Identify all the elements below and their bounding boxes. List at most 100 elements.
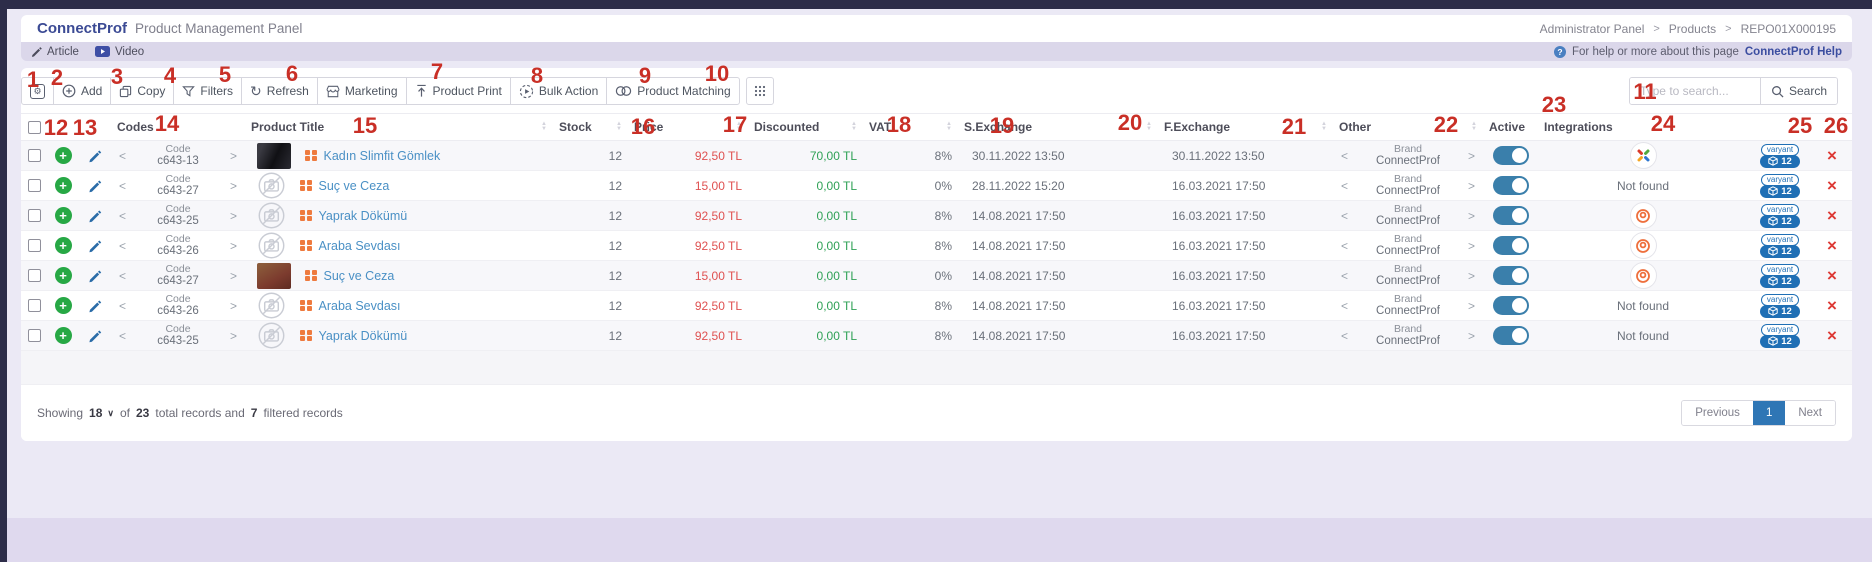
variant-count-badge[interactable]: 12 [1760, 154, 1800, 168]
variant-grid-icon[interactable] [300, 299, 312, 312]
delete-button[interactable] [1827, 177, 1837, 194]
chevron-right-icon[interactable] [1466, 269, 1477, 283]
variant-badge[interactable]: varyant [1760, 233, 1800, 246]
variant-badge[interactable]: varyant [1760, 293, 1800, 306]
variant-badge[interactable]: varyant [1760, 143, 1800, 156]
sort-icon[interactable] [1321, 122, 1327, 132]
row-checkbox[interactable] [27, 149, 41, 162]
bulk-action-button[interactable]: Bulk Action [509, 77, 608, 105]
chevron-right-icon[interactable] [228, 179, 239, 193]
sort-icon[interactable] [946, 122, 952, 132]
marketing-button[interactable]: Marketing [316, 77, 407, 105]
product-matching-button[interactable]: Product Matching [606, 77, 740, 105]
column-header-product-title[interactable]: Product Title [245, 114, 553, 140]
edit-pencil-icon[interactable] [88, 239, 102, 253]
variant-badge[interactable]: varyant [1760, 173, 1800, 186]
column-header-s-exchange[interactable]: S.Exchange [958, 114, 1158, 140]
chevron-left-icon[interactable] [117, 209, 128, 223]
row-checkbox[interactable] [27, 299, 41, 312]
search-input[interactable] [1629, 78, 1760, 104]
product-title-link[interactable]: Araba Sevdası [318, 298, 401, 313]
active-toggle[interactable] [1492, 326, 1529, 345]
chevron-right-icon[interactable] [228, 329, 239, 343]
columns-grid-button[interactable] [745, 77, 774, 105]
chevron-right-icon[interactable] [1466, 209, 1477, 223]
pagination-previous[interactable]: Previous [1682, 401, 1753, 425]
chevron-left-icon[interactable] [1339, 209, 1350, 223]
add-variant-icon[interactable] [54, 207, 72, 224]
add-variant-icon[interactable] [54, 297, 72, 314]
edit-pencil-icon[interactable] [88, 179, 102, 193]
integration-swirl-icon[interactable] [1629, 232, 1657, 259]
chevron-right-icon[interactable] [228, 299, 239, 313]
column-header-vat[interactable]: VAT [863, 114, 958, 140]
chevron-right-icon[interactable] [1466, 299, 1477, 313]
product-title-link[interactable]: Yaprak Dökümü [318, 328, 408, 343]
integration-swirl-icon[interactable] [1629, 202, 1657, 229]
active-toggle[interactable] [1492, 146, 1529, 165]
product-title-link[interactable]: Araba Sevdası [318, 238, 401, 253]
chevron-left-icon[interactable] [1339, 179, 1350, 193]
product-photo-thumbnail[interactable] [257, 262, 291, 289]
product-title-link[interactable]: Kadın Slimfit Gömlek [323, 148, 441, 163]
add-variant-icon[interactable] [54, 177, 72, 194]
edit-pencil-icon[interactable] [88, 209, 102, 223]
row-checkbox[interactable] [27, 209, 41, 222]
delete-button[interactable] [1827, 327, 1837, 344]
add-variant-icon[interactable] [54, 147, 72, 164]
breadcrumb-item-admin[interactable]: Administrator Panel [1539, 21, 1645, 36]
pagination-page-1[interactable]: 1 [1752, 401, 1786, 425]
add-variant-icon[interactable] [54, 267, 72, 284]
product-photo-thumbnail[interactable] [257, 142, 291, 169]
variant-count-badge[interactable]: 12 [1760, 334, 1800, 348]
chevron-left-icon[interactable] [117, 269, 128, 283]
settings-button[interactable] [21, 77, 54, 105]
search-button[interactable]: Search [1759, 78, 1837, 104]
variant-badge[interactable]: varyant [1760, 323, 1800, 336]
page-size-select[interactable]: 18 [89, 406, 114, 420]
variant-count-badge[interactable]: 12 [1760, 244, 1800, 258]
sort-icon[interactable] [1471, 122, 1477, 132]
variant-badge[interactable]: varyant [1760, 203, 1800, 216]
chevron-left-icon[interactable] [117, 239, 128, 253]
filters-button[interactable]: Filters [173, 77, 243, 105]
sort-icon[interactable] [736, 122, 742, 132]
row-checkbox[interactable] [27, 239, 41, 252]
edit-pencil-icon[interactable] [88, 269, 102, 283]
chevron-left-icon[interactable] [117, 179, 128, 193]
copy-button[interactable]: Copy [110, 77, 175, 105]
delete-button[interactable] [1827, 267, 1837, 284]
chevron-right-icon[interactable] [1466, 149, 1477, 163]
edit-pencil-icon[interactable] [88, 329, 102, 343]
row-checkbox[interactable] [27, 269, 41, 282]
article-tab[interactable]: Article [31, 46, 79, 58]
delete-button[interactable] [1827, 297, 1837, 314]
edit-pencil-icon[interactable] [88, 149, 102, 163]
variant-grid-icon[interactable] [300, 239, 312, 252]
delete-button[interactable] [1827, 237, 1837, 254]
active-toggle[interactable] [1492, 236, 1529, 255]
product-print-button[interactable]: Product Print [405, 77, 511, 105]
integration-pinwheel-icon[interactable] [1629, 142, 1657, 169]
chevron-right-icon[interactable] [228, 239, 239, 253]
chevron-right-icon[interactable] [228, 209, 239, 223]
chevron-left-icon[interactable] [1339, 269, 1350, 283]
refresh-button[interactable]: Refresh [241, 77, 318, 105]
active-toggle[interactable] [1492, 296, 1529, 315]
chevron-left-icon[interactable] [117, 149, 128, 163]
column-header-codes[interactable]: Codes [117, 120, 154, 134]
sort-icon[interactable] [541, 122, 547, 132]
variant-grid-icon[interactable] [305, 149, 317, 162]
chevron-left-icon[interactable] [1339, 299, 1350, 313]
select-all-checkbox[interactable] [27, 120, 41, 134]
sort-icon[interactable] [851, 122, 857, 132]
column-header-other[interactable]: Other [1333, 114, 1483, 140]
product-title-link[interactable]: Suç ve Ceza [323, 268, 395, 283]
column-header-discounted[interactable]: Discounted [748, 114, 863, 140]
add-variant-icon[interactable] [54, 237, 72, 254]
add-button[interactable]: Add [53, 77, 112, 105]
chevron-right-icon[interactable] [228, 149, 239, 163]
variant-grid-icon[interactable] [300, 209, 312, 222]
variant-count-badge[interactable]: 12 [1760, 274, 1800, 288]
variant-badge[interactable]: varyant [1760, 263, 1800, 276]
